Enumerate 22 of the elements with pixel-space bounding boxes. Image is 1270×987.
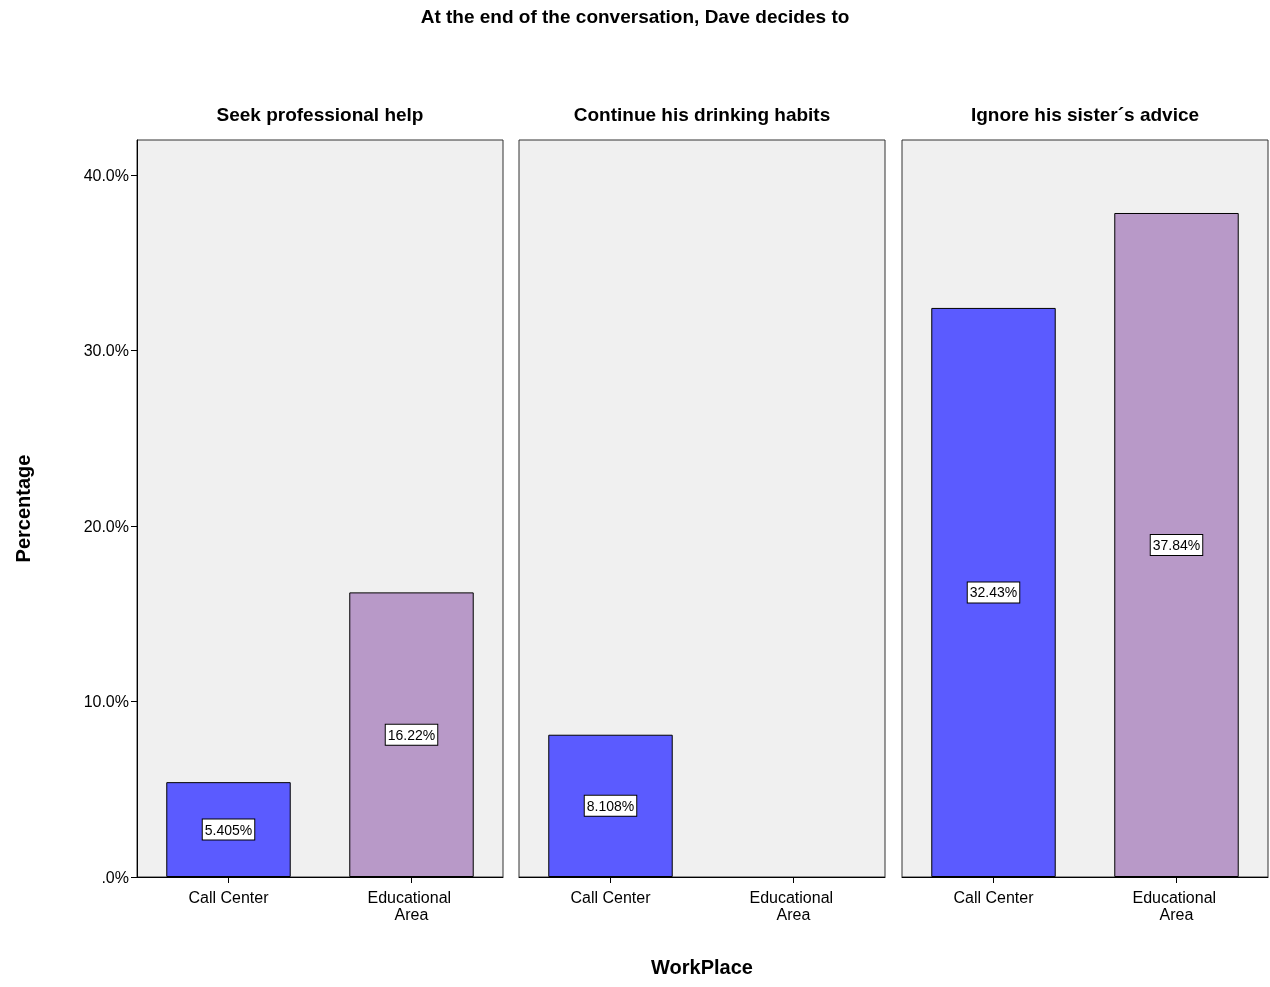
x-axis-title: WorkPlace — [651, 956, 753, 978]
data-label: 5.405% — [204, 821, 253, 838]
x-tick-label: Educational Area — [749, 889, 838, 923]
y-tick-label: 10.0% — [83, 693, 129, 711]
x-tick-label: Call Center — [570, 889, 652, 906]
x-tick-label: Call Center — [953, 889, 1035, 906]
x-tick-label: Call Center — [188, 889, 270, 906]
y-tick-label: 40.0% — [83, 166, 129, 184]
data-label: 8.108% — [586, 797, 635, 814]
data-label: 16.22% — [387, 726, 436, 743]
y-tick-label: 30.0% — [83, 342, 129, 360]
y-axis-title: Percentage — [12, 454, 34, 563]
x-tick-label: Educational Area — [1132, 889, 1221, 923]
chart-title: Continue his drinking habits — [572, 103, 832, 127]
y-tick-label: 20.0% — [83, 517, 129, 535]
chart-title: Seek professional help — [215, 103, 425, 127]
x-tick-label: Educational Area — [367, 889, 456, 923]
data-label: 37.84% — [1152, 537, 1201, 553]
y-tick-label: .0% — [101, 868, 129, 886]
data-label: 32.43% — [969, 584, 1018, 601]
text: At the end of the conversation, Dave decides to — [419, 6, 851, 28]
chart-title: Ignore his sister´s advice — [969, 103, 1201, 127]
